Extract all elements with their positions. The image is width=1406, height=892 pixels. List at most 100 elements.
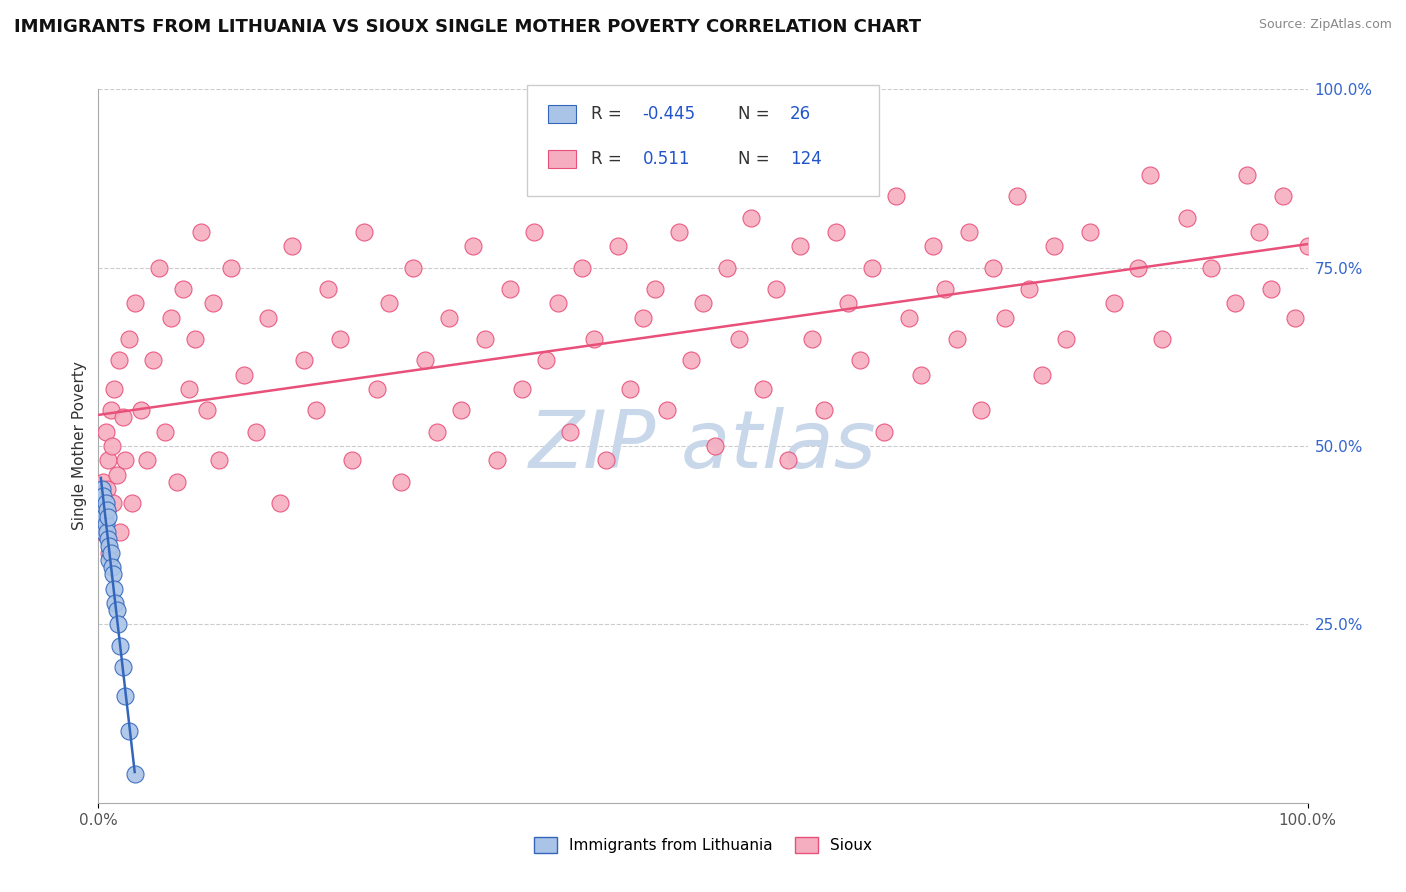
Point — [1199, 260, 1222, 275]
Point — [129, 403, 152, 417]
Point — [1007, 189, 1029, 203]
Point — [103, 582, 125, 596]
Point — [558, 425, 581, 439]
Point — [256, 310, 278, 325]
Point — [1128, 260, 1150, 275]
Point — [957, 225, 980, 239]
Point — [90, 496, 112, 510]
Point — [510, 382, 533, 396]
Y-axis label: Single Mother Poverty: Single Mother Poverty — [72, 361, 87, 531]
Point — [100, 439, 122, 453]
Point — [825, 225, 848, 239]
Point — [316, 282, 339, 296]
Point — [1102, 296, 1125, 310]
Point — [269, 496, 291, 510]
Point — [93, 524, 115, 539]
Point — [105, 467, 128, 482]
Point — [679, 353, 702, 368]
Point — [281, 239, 304, 253]
Point — [232, 368, 254, 382]
Point — [970, 403, 993, 417]
Point — [595, 453, 617, 467]
Point — [111, 660, 134, 674]
Point — [202, 296, 225, 310]
Point — [135, 453, 157, 467]
Point — [860, 260, 883, 275]
Point — [655, 403, 678, 417]
Point — [1249, 225, 1271, 239]
Point — [668, 225, 690, 239]
Point — [765, 282, 787, 296]
Point — [179, 382, 201, 396]
Point — [994, 310, 1017, 325]
Point — [105, 603, 128, 617]
Point — [208, 453, 231, 467]
Point — [153, 425, 176, 439]
Point — [474, 332, 496, 346]
Point — [547, 296, 569, 310]
Point — [108, 639, 131, 653]
Legend: Immigrants from Lithuania, Sioux: Immigrants from Lithuania, Sioux — [527, 831, 879, 859]
Point — [631, 310, 654, 325]
Point — [897, 310, 920, 325]
Text: R =: R = — [591, 105, 627, 123]
Point — [353, 225, 375, 239]
Text: IMMIGRANTS FROM LITHUANIA VS SIOUX SINGLE MOTHER POVERTY CORRELATION CHART: IMMIGRANTS FROM LITHUANIA VS SIOUX SINGL… — [14, 18, 921, 36]
Point — [160, 310, 183, 325]
Point — [740, 211, 762, 225]
Point — [108, 353, 131, 368]
Point — [1236, 168, 1258, 182]
Point — [498, 282, 520, 296]
Point — [98, 546, 121, 560]
Point — [1078, 225, 1101, 239]
Text: R =: R = — [591, 150, 631, 168]
Point — [837, 296, 859, 310]
Text: Source: ZipAtlas.com: Source: ZipAtlas.com — [1258, 18, 1392, 31]
Point — [103, 382, 125, 396]
Point — [94, 425, 117, 439]
Point — [90, 496, 112, 510]
Point — [97, 532, 120, 546]
Point — [114, 453, 136, 467]
Point — [172, 282, 194, 296]
Point — [108, 524, 131, 539]
Point — [97, 510, 120, 524]
Point — [342, 453, 364, 467]
Point — [121, 496, 143, 510]
Point — [91, 524, 114, 539]
Point — [534, 353, 557, 368]
Point — [523, 225, 546, 239]
Point — [813, 403, 835, 417]
Point — [776, 453, 799, 467]
Point — [142, 353, 165, 368]
Point — [366, 382, 388, 396]
Point — [886, 189, 908, 203]
Text: -0.445: -0.445 — [643, 105, 696, 123]
Point — [91, 503, 114, 517]
Point — [644, 282, 666, 296]
Point — [190, 225, 212, 239]
Point — [1284, 310, 1306, 325]
Point — [101, 496, 124, 510]
Point — [450, 403, 472, 417]
Point — [195, 403, 218, 417]
Point — [377, 296, 399, 310]
Point — [789, 239, 811, 253]
Point — [100, 560, 122, 574]
Point — [107, 617, 129, 632]
Point — [118, 332, 141, 346]
Point — [1296, 239, 1319, 253]
Point — [184, 332, 207, 346]
Point — [96, 482, 118, 496]
Point — [1018, 282, 1040, 296]
Point — [94, 517, 117, 532]
Point — [91, 482, 114, 496]
Point — [571, 260, 593, 275]
Point — [100, 403, 122, 417]
Point — [221, 260, 243, 275]
Point — [292, 353, 315, 368]
Point — [329, 332, 352, 346]
Text: N =: N = — [738, 150, 775, 168]
Point — [114, 689, 136, 703]
Point — [1223, 296, 1246, 310]
